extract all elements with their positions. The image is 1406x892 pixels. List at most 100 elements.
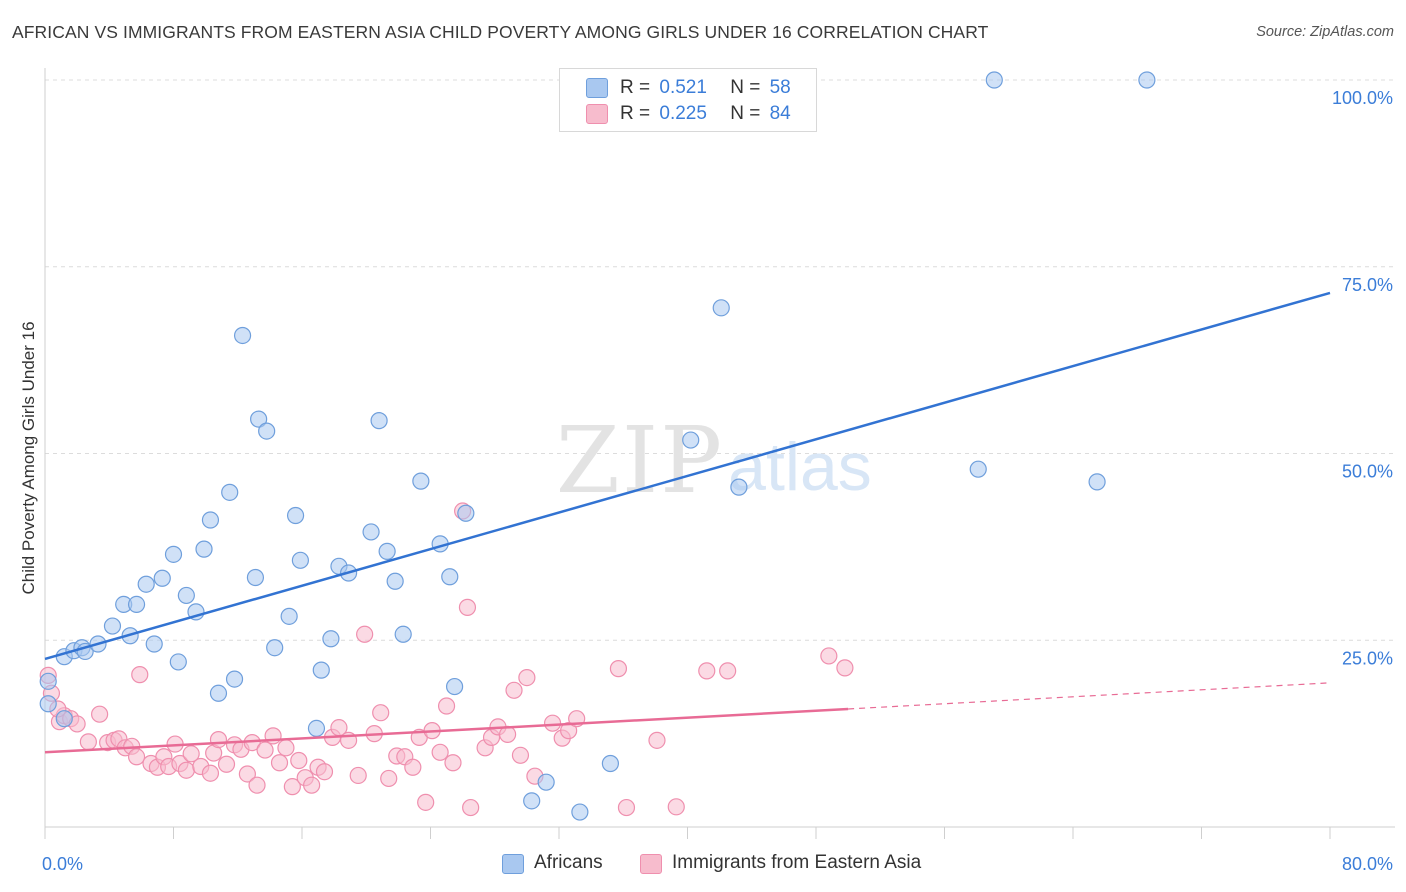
bottom-legend-label-africans: Africans [534, 852, 603, 873]
data-point-africans [39, 695, 57, 713]
data-point-africans [221, 483, 239, 501]
data-point-immigrants [518, 668, 536, 687]
data-point-africans [312, 661, 330, 679]
bottom-legend-label-immigrants: Immigrants from Eastern Asia [672, 852, 922, 873]
legend-n-value-africans: 58 [769, 77, 791, 98]
data-point-immigrants [820, 647, 838, 665]
data-point-immigrants [543, 714, 562, 732]
watermark-zip: ZIP [556, 407, 724, 514]
data-point-immigrants [511, 746, 530, 764]
data-point-africans [523, 792, 541, 810]
trend-lines [44, 291, 1331, 754]
data-point-immigrants [431, 743, 449, 761]
data-point-africans [246, 568, 265, 587]
data-point-immigrants [458, 598, 477, 616]
series-africans-points [39, 71, 1156, 821]
data-point-immigrants [277, 739, 295, 757]
series-immigrants-points [39, 502, 854, 817]
data-point-africans [164, 545, 183, 563]
legend-r-value-africans: 0.521 [659, 77, 707, 98]
y-tick-label: 75.0% [1342, 275, 1393, 295]
data-point-immigrants [303, 776, 321, 794]
data-point-africans [1088, 473, 1106, 491]
data-point-immigrants [372, 704, 390, 722]
watermark-atlas: atlas [728, 429, 872, 505]
y-tick-label: 50.0% [1342, 462, 1393, 482]
y-axis-label: Child Poverty Among Girls Under 16 [19, 321, 38, 594]
data-point-immigrants [617, 798, 636, 817]
data-point-africans [307, 719, 326, 737]
data-point-immigrants [256, 741, 274, 759]
data-point-africans [39, 672, 57, 690]
data-point-africans [145, 635, 163, 653]
data-point-africans [682, 431, 700, 449]
grid-lines [45, 79, 1395, 641]
data-point-immigrants [417, 793, 435, 811]
data-point-africans [322, 630, 340, 648]
data-point-africans [537, 773, 555, 791]
data-point-immigrants [505, 681, 523, 699]
data-point-africans [250, 410, 268, 428]
data-point-immigrants [283, 778, 301, 796]
data-point-africans [201, 511, 220, 529]
data-point-africans [225, 670, 244, 688]
data-point-africans [730, 478, 748, 496]
tick-labels: 25.0% 50.0% 75.0% 100.0% 0.0% 80.0% [42, 88, 1393, 874]
data-point-africans [286, 506, 305, 525]
legend: R = 0.521 N = 58 R = 0.225 N = 84 [559, 68, 817, 132]
data-point-africans [258, 422, 276, 440]
trend-line-africans [44, 291, 1331, 661]
data-point-africans [233, 326, 252, 345]
data-point-africans [601, 754, 620, 773]
data-point-immigrants [270, 754, 289, 772]
data-point-africans [712, 299, 730, 317]
y-tick-label: 100.0% [1332, 88, 1393, 108]
data-point-immigrants [836, 659, 854, 677]
data-point-africans [445, 677, 464, 696]
data-point-africans [137, 575, 155, 593]
watermark: ZIP atlas [556, 407, 872, 514]
legend-n-value-immigrants: 84 [769, 103, 791, 124]
data-point-immigrants [217, 755, 236, 773]
data-point-africans [370, 412, 388, 430]
data-point-immigrants [404, 758, 422, 776]
data-point-africans [1138, 71, 1156, 89]
data-point-immigrants [182, 745, 200, 763]
data-point-immigrants [719, 662, 737, 680]
data-point-immigrants [356, 625, 374, 643]
data-point-africans [969, 460, 987, 478]
data-point-africans [571, 803, 589, 821]
data-point-immigrants [667, 798, 685, 816]
legend-r-label: R = [620, 103, 651, 124]
chart-title: AFRICAN VS IMMIGRANTS FROM EASTERN ASIA … [12, 22, 989, 42]
data-point-immigrants [91, 705, 109, 723]
data-point-africans [169, 653, 187, 671]
data-point-immigrants [201, 764, 220, 782]
data-point-immigrants [462, 798, 480, 817]
data-point-africans [55, 710, 73, 728]
data-point-africans [291, 551, 309, 569]
data-point-africans [362, 523, 380, 541]
x-tick-label: 0.0% [42, 854, 83, 874]
data-point-immigrants [248, 776, 266, 794]
data-point-africans [441, 568, 459, 586]
legend-swatch-africans [586, 78, 608, 98]
data-point-africans [457, 504, 475, 522]
y-tick-label: 25.0% [1342, 648, 1393, 668]
data-point-immigrants [560, 722, 578, 740]
data-point-immigrants [315, 763, 334, 781]
bottom-legend-swatch-africans [502, 854, 524, 874]
data-point-africans [394, 625, 412, 643]
trend-line-immigrants [44, 707, 849, 754]
data-point-africans [209, 684, 228, 702]
data-point-immigrants [238, 765, 256, 783]
data-point-africans [386, 572, 404, 590]
data-point-africans [266, 639, 284, 657]
data-point-africans [195, 540, 213, 558]
legend-n-label: N = [730, 103, 761, 124]
data-point-immigrants [131, 666, 149, 684]
source-credit: Source: ZipAtlas.com [1256, 24, 1394, 40]
data-point-immigrants [290, 751, 308, 770]
legend-n-label: N = [730, 77, 761, 98]
